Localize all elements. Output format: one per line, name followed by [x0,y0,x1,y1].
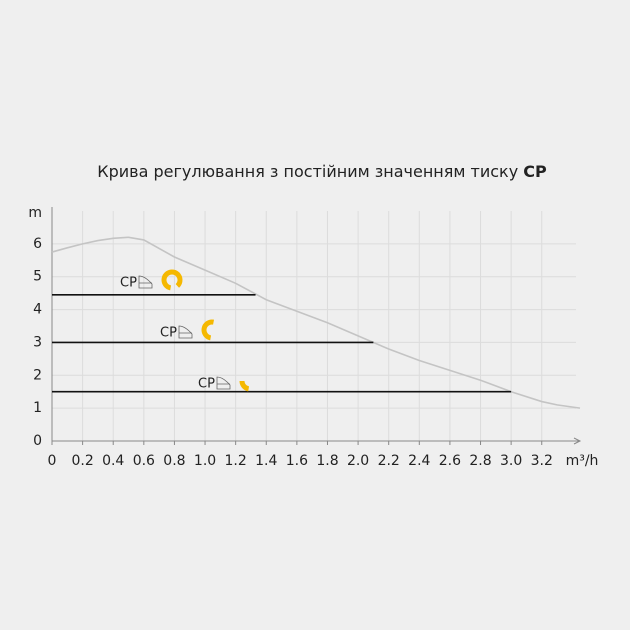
title-text: Крива регулювання з постійним значенням … [97,162,518,181]
x-tick-label: 3.2 [531,453,553,469]
x-tick-label: 0.6 [133,453,155,469]
x-tick-label: 2.0 [347,453,369,469]
cp-icon [138,275,153,289]
y-tick-label: 6 [33,236,42,252]
y-tick-label: 1 [33,400,42,416]
cp-icon [216,376,231,390]
x-tick-label: 0 [48,453,57,469]
knob-icon [201,319,223,341]
knob-icon [239,370,261,392]
y-tick-label: 3 [33,334,42,350]
x-tick-label: 3.0 [500,453,522,469]
y-axis-label: m [28,205,42,221]
x-tick-label: 1.2 [225,453,247,469]
y-tick-label: 5 [33,269,42,285]
x-tick-label: 0.8 [163,453,185,469]
x-tick-label: 1.8 [316,453,338,469]
title-emphasis: CP [523,162,547,181]
pump-curve [51,236,581,409]
series-label: CP [198,377,215,392]
x-axis-arrow [573,437,582,445]
chart-title: Крива регулювання з постійним значенням … [97,162,547,181]
series-label: CP [160,326,177,341]
x-tick-label: 0.2 [71,453,93,469]
series-label: CP [120,276,137,291]
x-tick-label: 2.2 [378,453,400,469]
x-tick-label: 1.0 [194,453,216,469]
x-tick-label: 1.6 [286,453,308,469]
knob-icon [161,269,183,291]
y-tick-label: 0 [33,433,42,449]
y-tick-label: 4 [33,302,42,318]
x-tick-label: 2.8 [469,453,491,469]
x-tick-label: 0.4 [102,453,124,469]
x-tick-label: 2.6 [439,453,461,469]
x-axis-label: m³/h [566,453,599,469]
cp-icon [178,325,193,339]
x-tick-label: 1.4 [255,453,277,469]
y-tick-label: 2 [33,367,42,383]
x-tick-label: 2.4 [408,453,430,469]
